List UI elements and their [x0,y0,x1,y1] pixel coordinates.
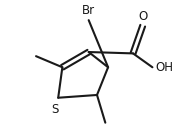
Text: O: O [138,10,147,23]
Text: OH: OH [155,61,173,74]
Text: Br: Br [82,4,95,17]
Text: S: S [52,103,59,116]
